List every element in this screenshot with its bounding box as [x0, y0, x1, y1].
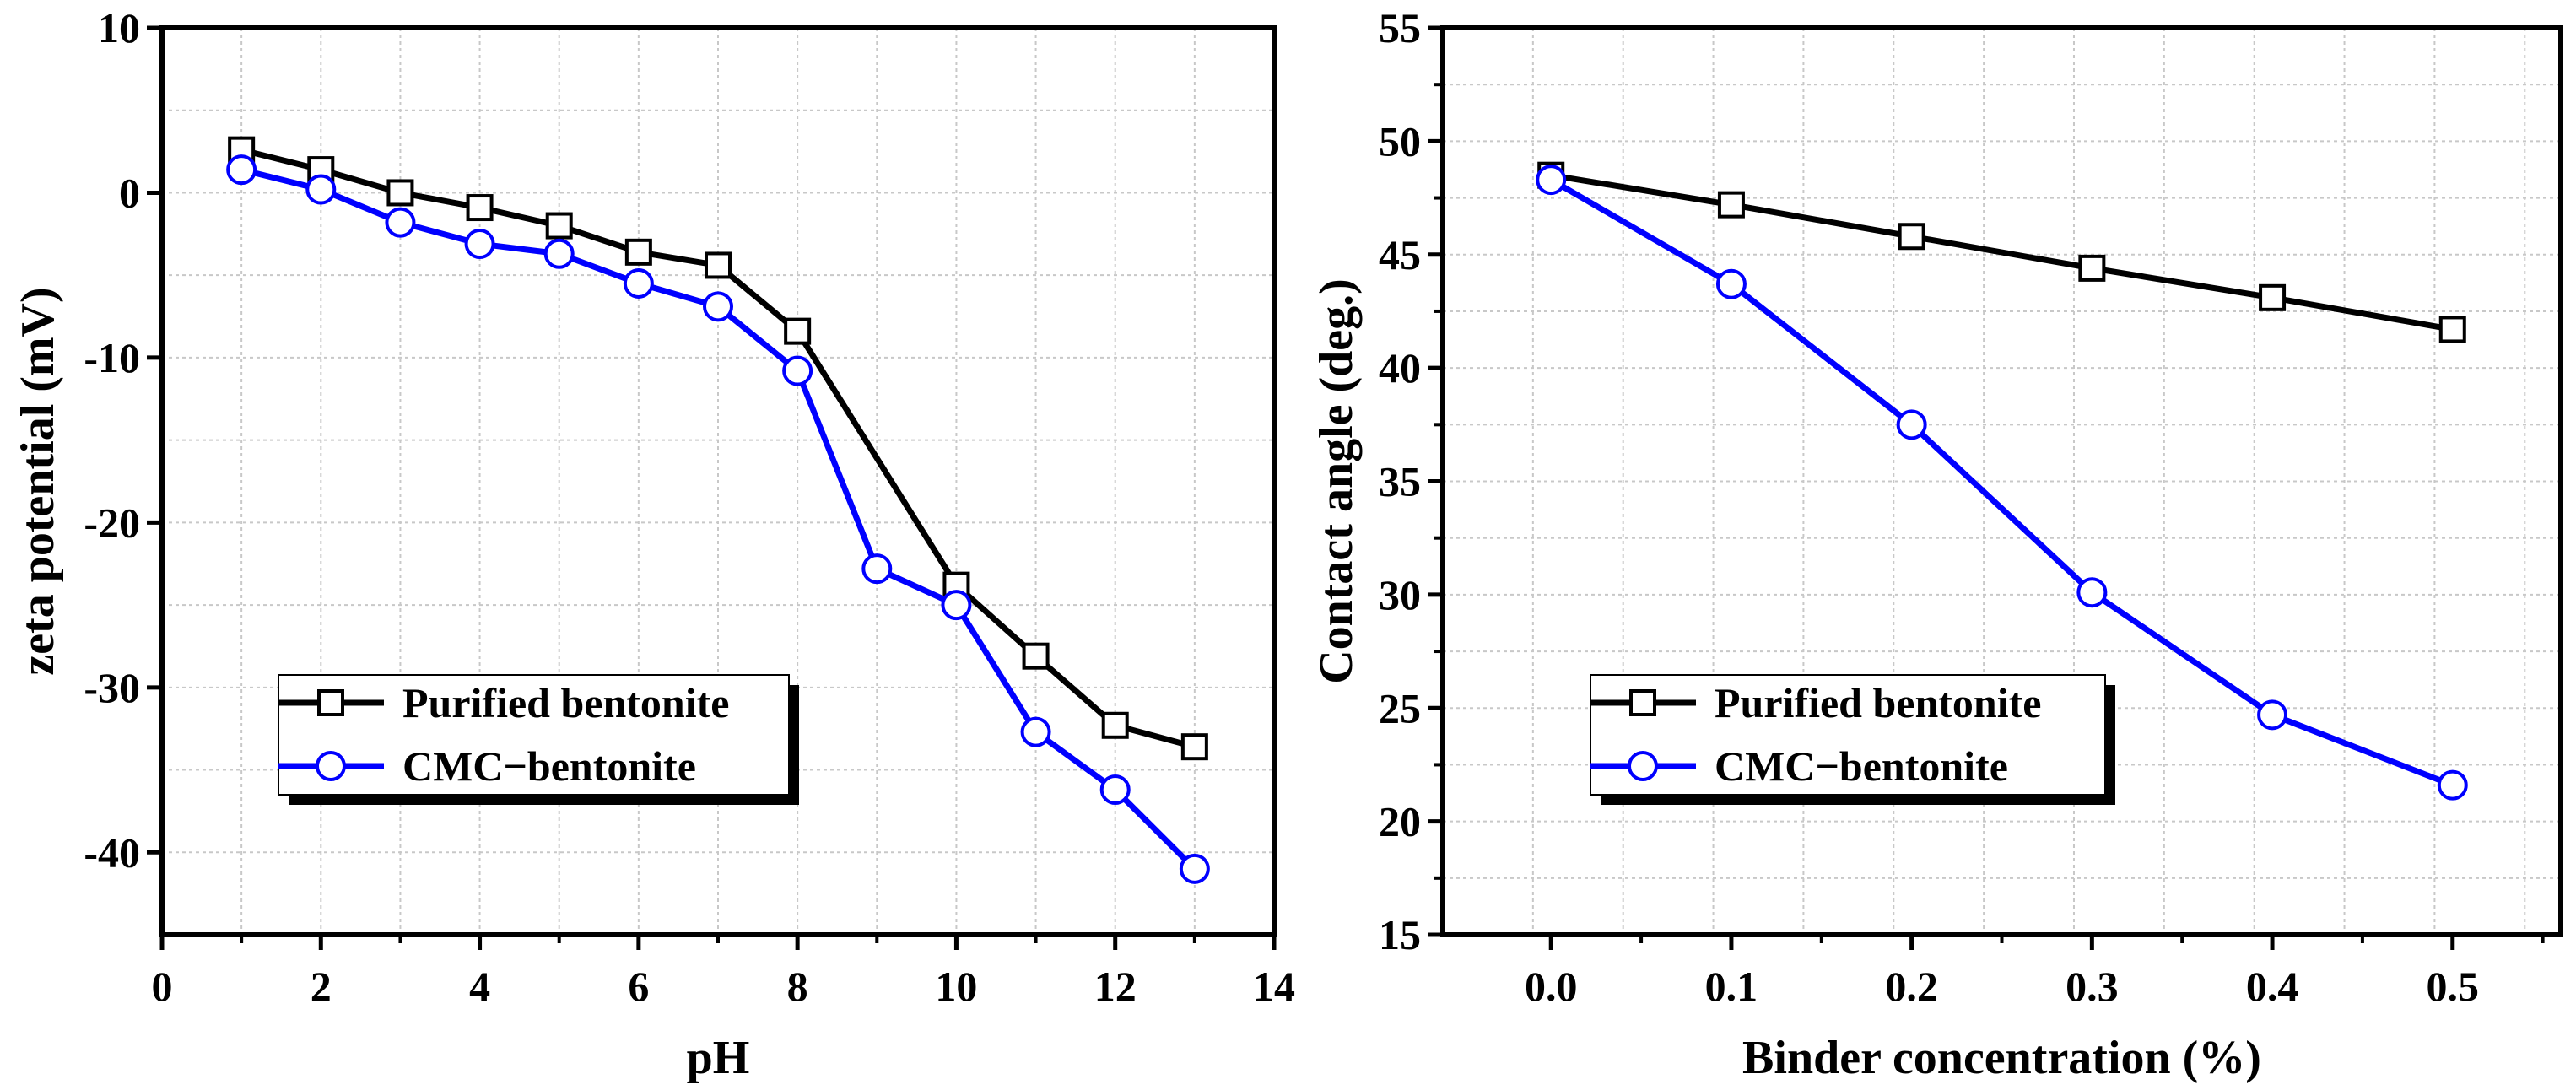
data-point: [1896, 409, 1927, 440]
data-point: [2438, 316, 2466, 343]
gridlines: [1443, 28, 2561, 935]
y-tick-label: 10: [98, 4, 140, 51]
x-tick-label: 2: [311, 963, 332, 1010]
y-tick-label: 50: [1379, 117, 1421, 165]
y-tick-label: -20: [84, 499, 140, 546]
x-tick-label: 14: [1253, 963, 1295, 1010]
data-point: [1715, 268, 1747, 299]
data-point: [1180, 733, 1208, 761]
zeta-potential-chart: 0 2 4 6 8 10 12 14 10 0 -10 -20 -30 -40 pH zeta potenti…: [12, 4, 1295, 1084]
data-point: [1898, 223, 1925, 251]
series-cmc-bentonite: [1536, 165, 2468, 801]
x-tick-label: 0.4: [2246, 963, 2299, 1010]
data-point: [703, 291, 733, 322]
legend-label: Purified bentonite: [1715, 679, 2041, 726]
y-tick-label: 15: [1379, 911, 1421, 958]
x-tick-label: 4: [469, 963, 490, 1010]
x-tick-label: 6: [628, 963, 649, 1010]
data-point: [2259, 283, 2287, 311]
y-tick-label: 25: [1379, 684, 1421, 731]
x-tick-label: 0.5: [2427, 963, 2480, 1010]
data-point: [705, 251, 732, 279]
legend: Purified bentonite CMC−bentonite: [1590, 674, 2115, 805]
series-purified-bentonite: [1537, 161, 2466, 343]
y-tick-label: 55: [1379, 4, 1421, 51]
data-point: [386, 179, 414, 207]
x-tick-label: 0.2: [1885, 963, 1938, 1010]
series-line: [1550, 172, 2454, 332]
data-point: [623, 267, 654, 299]
legend-marker: [317, 689, 344, 716]
legend-marker: [1629, 689, 1656, 716]
data-point: [1020, 716, 1051, 747]
data-point: [543, 238, 575, 269]
y-tick-label: 35: [1379, 458, 1421, 505]
legend-label: CMC−bentonite: [402, 742, 696, 790]
y-tick-label: 40: [1379, 344, 1421, 391]
data-point: [305, 174, 337, 205]
y-tick-label: 30: [1379, 571, 1421, 618]
x-tick-label: 0: [152, 963, 173, 1010]
data-point: [1717, 191, 1745, 219]
data-point: [2437, 769, 2468, 801]
plot-frame: [1440, 25, 2563, 937]
legend-marker: [316, 751, 346, 781]
data-point: [1099, 774, 1131, 805]
y-axis-title: zeta potential (mV): [12, 287, 64, 675]
data-point: [784, 317, 812, 345]
data-point: [1179, 853, 1210, 884]
data-point: [624, 238, 652, 266]
x-tick-label: 8: [787, 963, 808, 1010]
y-tick-label: -10: [84, 334, 140, 381]
x-tick-label: 0.0: [1525, 963, 1578, 1010]
x-axis-title: pH: [687, 1032, 750, 1084]
y-tick-label: -30: [84, 664, 140, 711]
legend: Purified bentonite CMC−bentonite: [278, 674, 799, 805]
y-tick-label: 0: [119, 169, 140, 216]
x-tick-label: 0.1: [1705, 963, 1758, 1010]
data-point: [2257, 699, 2288, 731]
y-tick-label: -40: [84, 828, 140, 876]
series-cmc-bentonite: [226, 154, 1210, 884]
x-tick-label: 12: [1094, 963, 1137, 1010]
legend-box: [278, 674, 790, 796]
data-point: [782, 355, 813, 386]
y-tick-label: 45: [1379, 231, 1421, 278]
data-point: [2078, 254, 2106, 282]
data-point: [1536, 165, 1567, 196]
data-point: [466, 194, 494, 222]
data-point: [1101, 711, 1129, 739]
legend-label: Purified bentonite: [402, 679, 729, 726]
legend-box: [1590, 674, 2106, 796]
x-tick-label: 0.3: [2066, 963, 2119, 1010]
data-point: [545, 212, 573, 240]
data-point: [464, 229, 495, 260]
y-axis-title: Contact angle (deg.): [1310, 278, 1363, 684]
legend-marker: [1628, 751, 1658, 781]
data-point: [1022, 642, 1050, 670]
series-purified-bentonite: [228, 136, 1208, 761]
data-point: [941, 590, 972, 621]
data-point: [385, 207, 416, 238]
series-line: [1549, 177, 2454, 788]
plot-frame: [159, 25, 1277, 937]
data-point: [226, 154, 257, 186]
contact-angle-chart: 0.0 0.1 0.2 0.3 0.4 0.5 15 20 25 30 35 40 45 50 55 Bind…: [1310, 4, 2563, 1084]
legend-label: CMC−bentonite: [1715, 742, 2008, 790]
x-axis-title: Binder concentration (%): [1742, 1032, 2261, 1084]
data-point: [861, 553, 893, 585]
y-tick-label: 20: [1379, 798, 1421, 845]
data-point: [2076, 577, 2108, 608]
x-tick-label: 10: [935, 963, 977, 1010]
